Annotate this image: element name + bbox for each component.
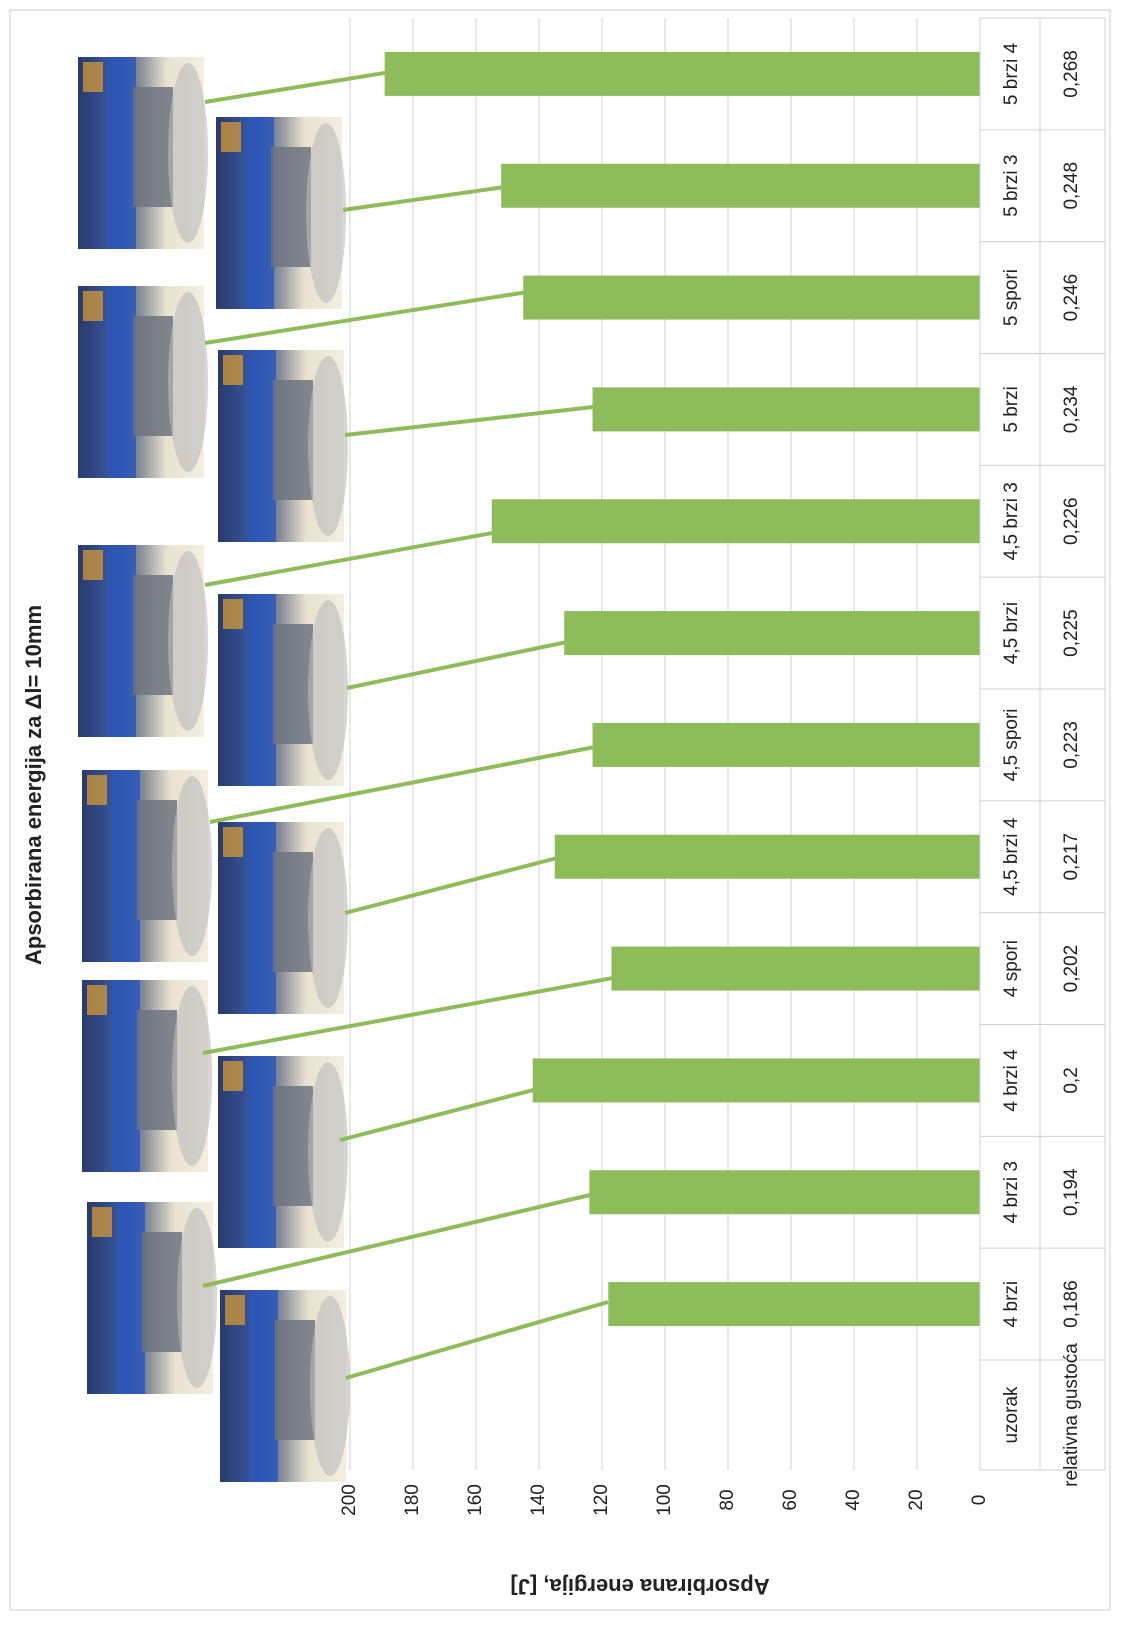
bar [554,834,980,879]
density-label: 0,268 [1061,50,1082,98]
bar [608,1282,980,1327]
density-label: 0,234 [1061,385,1082,433]
photos [78,57,350,1482]
density-label: 0,248 [1061,162,1082,210]
chart-border [9,9,1111,1611]
category-label: 4,5 brzi [1001,602,1022,664]
category-label: 4 brzi 4 [1001,1049,1022,1112]
y-tick-label: 180 [402,1484,423,1516]
density-label: 0,246 [1061,274,1082,322]
bar [564,611,980,656]
y-tick-label: 40 [843,1489,864,1510]
density-label: 0,225 [1061,609,1082,657]
density-label: 0,194 [1061,1168,1082,1216]
row-label: uzorak [1001,1386,1022,1444]
y-tick-label: 60 [780,1489,801,1510]
density-label: 0,223 [1061,721,1082,769]
category-label: 4 brzi 3 [1001,1161,1022,1223]
y-tick-label: 0 [969,1495,990,1506]
bar [592,722,980,767]
category-label: 5 brzi 4 [1001,42,1022,105]
bar [532,1058,980,1103]
category-label: 4,5 brzi 4 [1001,817,1022,896]
category-label: 4,5 brzi 3 [1001,482,1022,560]
density-label: 0,202 [1061,945,1082,993]
bar [589,1170,980,1215]
row-label: relativna gustoća [1061,1343,1082,1487]
category-label: 4 brzi [1001,1281,1022,1327]
bar [592,387,980,432]
y-tick-label: 20 [906,1489,927,1510]
bar [384,51,980,96]
bar [501,163,980,208]
category-label: 5 brzi [1001,386,1022,432]
density-label: 0,2 [1061,1067,1082,1093]
category-label: 5 brzi 3 [1001,155,1022,217]
bar [491,499,980,544]
density-label: 0,186 [1061,1280,1082,1328]
y-tick-label: 100 [654,1484,675,1516]
y-tick-label: 160 [465,1484,486,1516]
leader-lines [202,66,641,1380]
chart-title: Apsorbirana energija za Δl= 10mm [21,605,46,965]
category-label: 4 spori [1001,940,1022,997]
bar [523,275,980,320]
y-tick-label: 120 [591,1484,612,1516]
category-label: 5 spori [1001,269,1022,326]
axis-title: Apsorbirana energija, [J] [510,1574,769,1599]
y-tick-label: 140 [528,1484,549,1516]
data-table: uzorak relativna gustoća 4 brzi 0,186 4 brzi… [979,17,1106,1487]
category-label: 4,5 spori [1001,708,1022,781]
density-label: 0,226 [1061,497,1082,545]
y-tick-label: 80 [717,1489,738,1510]
density-label: 0,217 [1061,833,1082,881]
y-tick-label: 200 [339,1484,360,1516]
bars [384,51,980,1327]
bar [611,946,980,991]
